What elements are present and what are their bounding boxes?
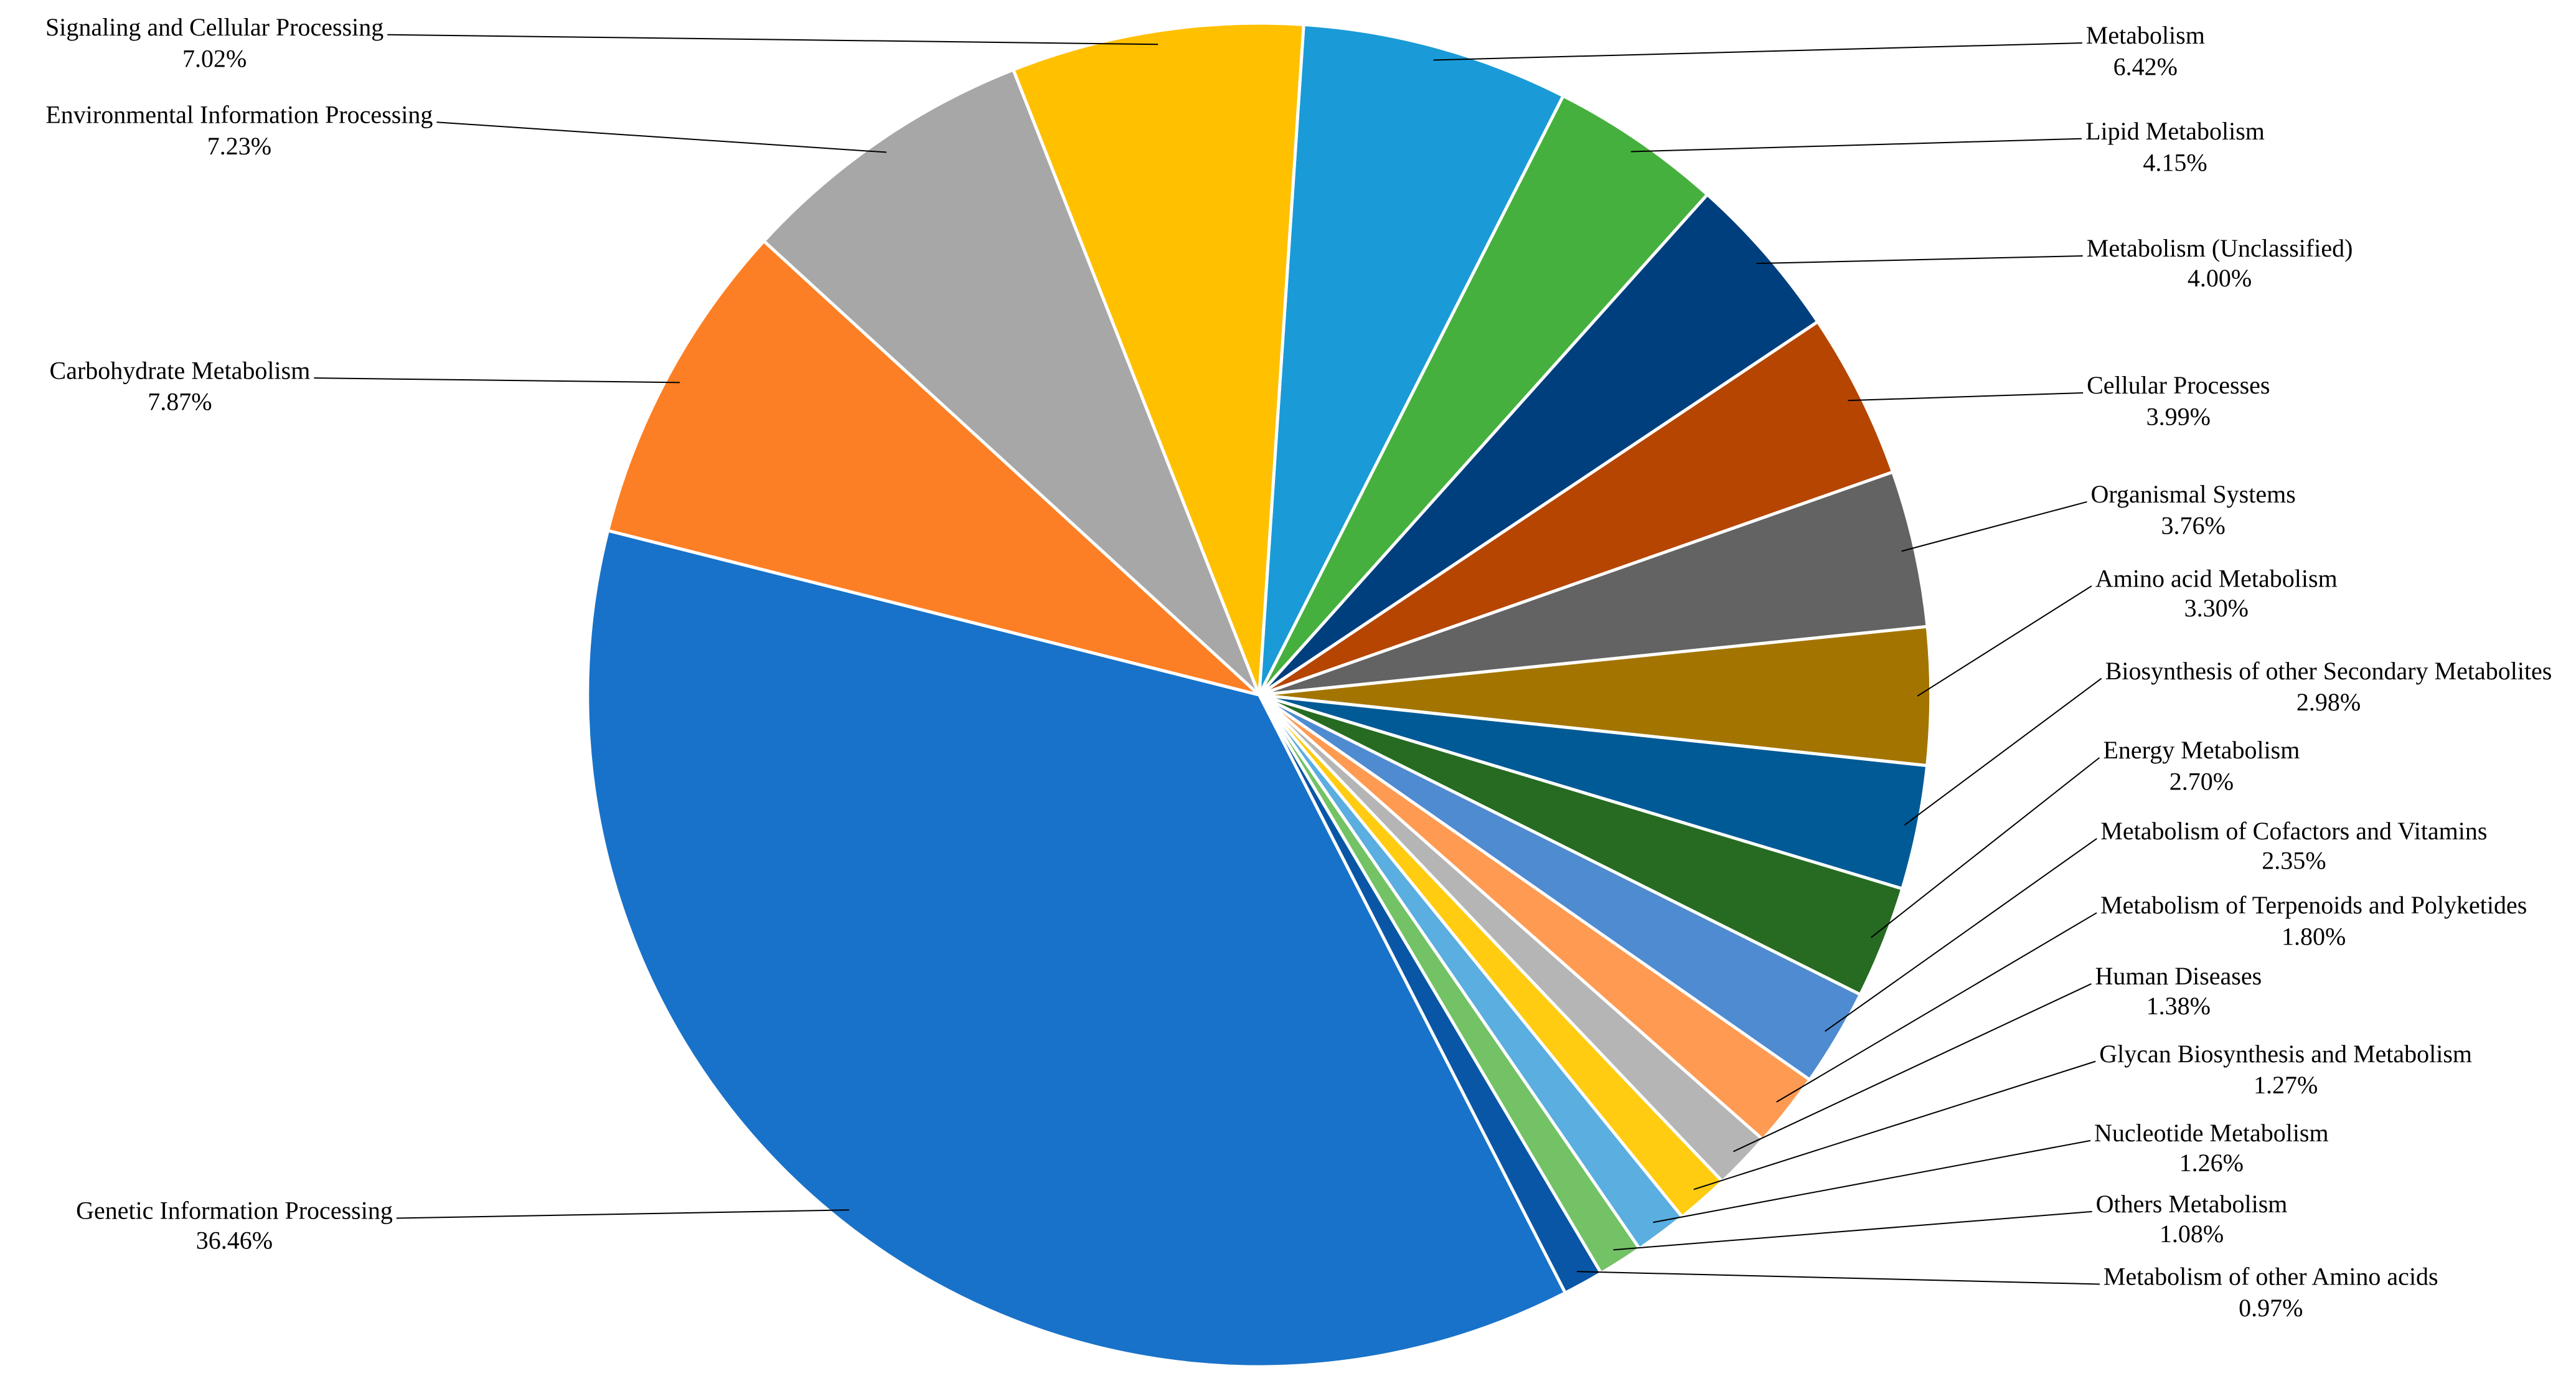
slice-label: Metabolism of other Amino acids <box>2104 1263 2438 1291</box>
slice-value-label: 2.98% <box>2296 688 2361 716</box>
slice-label: Glycan Biosynthesis and Metabolism <box>2099 1040 2472 1068</box>
leader-line <box>1613 1210 2092 1251</box>
slice-label: Environmental Information Processing <box>45 100 433 128</box>
slice-value-label: 7.23% <box>207 132 271 160</box>
leader-line <box>1732 983 2092 1152</box>
slice-value-label: 1.26% <box>2179 1149 2244 1177</box>
slice-label: Metabolism of Cofactors and Vitamins <box>2100 817 2487 845</box>
pie-slice <box>586 529 1568 1369</box>
slice-label: Genetic Information Processing <box>76 1197 393 1225</box>
pie-slice <box>1257 192 1820 697</box>
leader-line <box>1776 912 2097 1103</box>
leader-line <box>387 34 1159 45</box>
slice-value-label: 2.70% <box>2169 767 2234 795</box>
leader-line <box>436 121 887 153</box>
slice-value-label: 4.00% <box>2188 264 2252 292</box>
leader-line <box>1917 585 2092 697</box>
slice-label: Lipid Metabolism <box>2085 117 2265 145</box>
slice-label: Metabolism of Terpenoids and Polyketides <box>2100 891 2527 919</box>
slice-value-label: 7.87% <box>148 388 212 416</box>
leader-line <box>1756 255 2083 265</box>
slice-label: Others Metabolism <box>2096 1190 2288 1218</box>
slice-value-label: 1.38% <box>2146 992 2211 1020</box>
slice-value-label: 0.97% <box>2239 1294 2303 1322</box>
pie-slice <box>606 238 1261 697</box>
slice-value-label: 36.46% <box>196 1226 273 1254</box>
slice-value-label: 1.80% <box>2282 923 2346 951</box>
slice-label: Signaling and Cellular Processing <box>45 13 383 41</box>
leader-line <box>1576 1271 2100 1285</box>
slice-value-label: 1.27% <box>2254 1071 2318 1099</box>
slice-value-label: 3.30% <box>2184 594 2249 622</box>
slice-value-label: 4.15% <box>2143 148 2207 176</box>
leader-line <box>1825 837 2097 1032</box>
slice-label: Metabolism <box>2086 21 2205 49</box>
leader-line <box>1904 677 2102 826</box>
slice-value-label: 6.42% <box>2113 53 2178 81</box>
leader-line <box>1630 138 2082 153</box>
slice-label: Amino acid Metabolism <box>2095 564 2338 592</box>
slice-label: Metabolism (Unclassified) <box>2087 234 2353 262</box>
slice-label: Energy Metabolism <box>2103 736 2300 764</box>
slice-label: Cellular Processes <box>2087 371 2270 399</box>
pie-slice <box>761 67 1261 696</box>
slice-value-label: 3.76% <box>2161 511 2226 539</box>
slice-label: Human Diseases <box>2095 962 2262 990</box>
slice-value-label: 7.02% <box>182 44 247 72</box>
pie-slice <box>1258 319 1895 697</box>
pie-slice <box>1257 93 1710 696</box>
leader-line <box>1848 392 2084 402</box>
slice-label: Biosynthesis of other Secondary Metaboli… <box>2105 657 2552 685</box>
pie-slice <box>1011 21 1305 695</box>
slice-label: Organismal Systems <box>2091 480 2296 508</box>
slice-value-label: 1.08% <box>2160 1220 2224 1248</box>
leader-line <box>314 377 680 384</box>
leader-line <box>1871 757 2100 938</box>
pie-slice <box>1259 625 1933 768</box>
pie-slice <box>1257 22 1566 696</box>
leader-line <box>1653 1139 2091 1223</box>
leader-line <box>1433 42 2082 61</box>
leader-line <box>396 1209 850 1219</box>
leader-line <box>1901 501 2087 552</box>
slice-value-label: 2.35% <box>2262 847 2326 875</box>
leader-line <box>1693 1060 2096 1190</box>
slice-value-label: 3.99% <box>2146 403 2211 431</box>
slice-label: Nucleotide Metabolism <box>2094 1119 2329 1147</box>
slice-label: Carbohydrate Metabolism <box>50 356 311 384</box>
